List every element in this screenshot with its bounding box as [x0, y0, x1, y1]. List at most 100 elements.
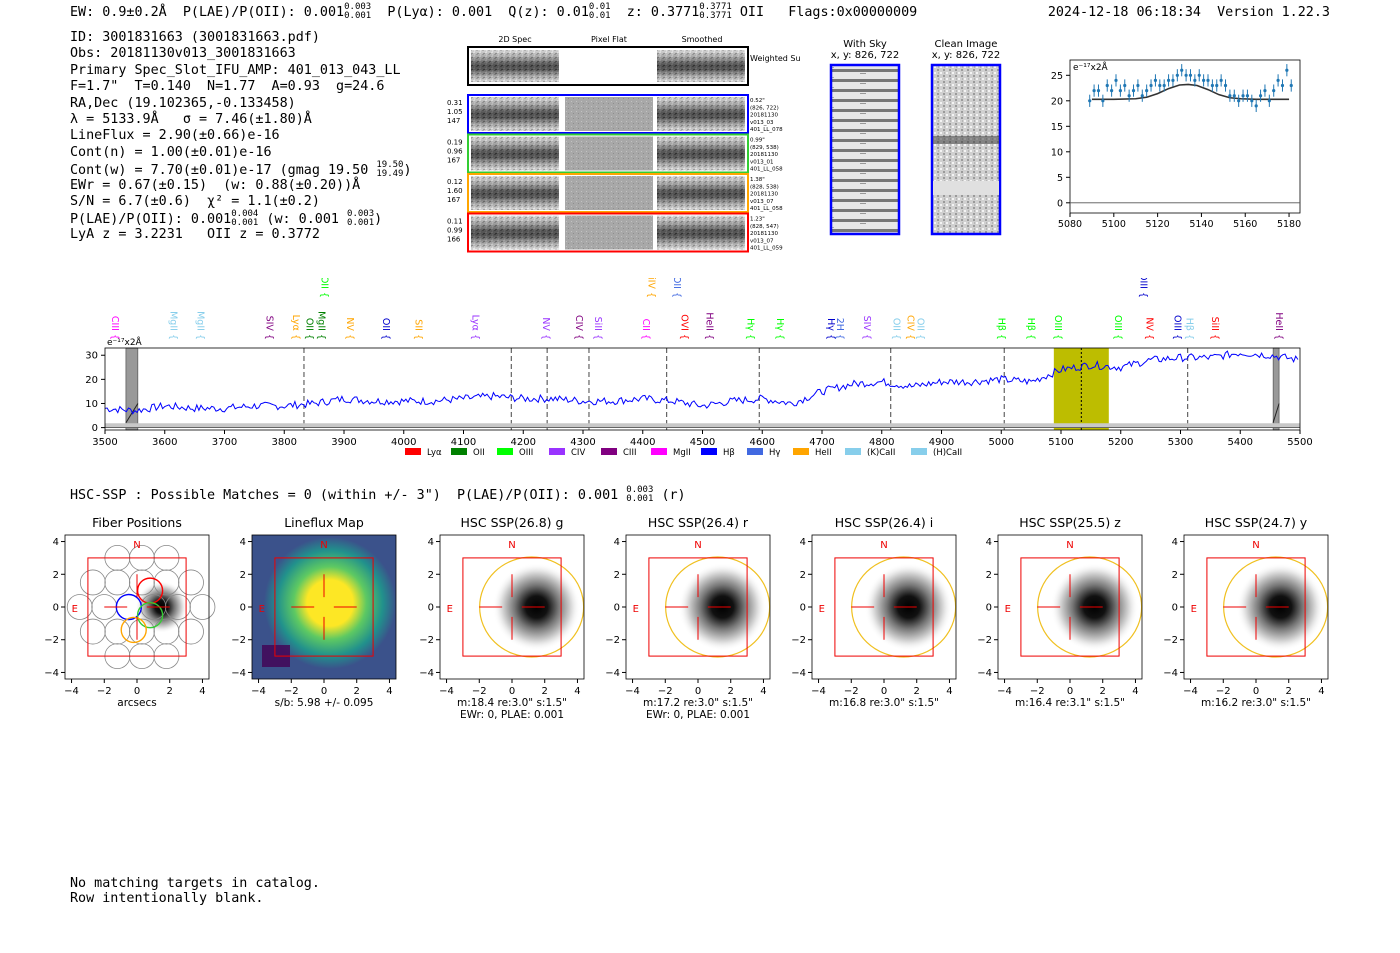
row-left-value: 167 [447, 157, 460, 165]
row-frame [467, 94, 749, 134]
zoom-point [1171, 78, 1175, 82]
legend-entry: CIII [623, 448, 636, 458]
zoom-point [1158, 83, 1162, 88]
zoom-point [1193, 78, 1197, 82]
legend-swatch [911, 448, 927, 455]
zoom-ytick-label: 20 [1051, 96, 1063, 107]
panel-subtitle: m:17.2 re:3.0" s:1.5" [643, 697, 753, 709]
panel-xtick-label: 0 [1253, 686, 1259, 697]
legend-entry: Hγ [769, 448, 780, 458]
zoom-spectrum-chart: 5080 5100 5120 5140 5160 5180 0 5 10 15 20 25 e⁻¹⁷x2… [1051, 59, 1301, 230]
panel-xtick-label: −4 [64, 686, 79, 697]
full-xtick-label: 5000 [989, 437, 1014, 448]
row-left-value: 167 [447, 196, 460, 204]
line-label: Hβ { [995, 318, 1006, 340]
legend-entry: OIII [519, 448, 533, 458]
legend-swatch [549, 448, 565, 455]
footer-line-1: No matching targets in catalog. [70, 876, 320, 891]
fiber-circle [66, 594, 93, 620]
legend-swatch [651, 448, 667, 455]
legend-swatch [497, 448, 513, 455]
full-xtick-label: 5100 [1048, 437, 1073, 448]
info-plae-w-hi: 0.003 [347, 209, 375, 220]
line-label: MgII { [315, 311, 326, 340]
row-right-value: (828, 538) [750, 184, 779, 190]
panel-ytick-label: 2 [800, 570, 806, 581]
info-line-id: ID: 3001831663 (3001831663.pdf) [70, 30, 320, 45]
panel-subtitle: m:16.4 re:3.1" s:1.5" [1015, 697, 1125, 709]
panel-xtick-label: 2 [167, 686, 173, 697]
row-right-value: 401_LL_078 [750, 127, 783, 133]
panel-subtitle-2: EWr: 0, PLAE: 0.001 [460, 709, 564, 721]
line-label: OIII { [1172, 315, 1183, 340]
row-left-value: 0.12 [447, 178, 463, 186]
row-right-value: v013_07 [750, 238, 774, 244]
panel-xtick-label: −2 [658, 686, 673, 697]
panel-xtick-label: 0 [1067, 686, 1073, 697]
full-ytick-label: 30 [85, 351, 98, 362]
panel-xtick-label: 4 [946, 686, 952, 697]
zoom-point [1166, 78, 1171, 82]
zoom-point [1202, 78, 1206, 82]
panel-ytick-label: 4 [53, 537, 59, 548]
row-left-value: 1.60 [447, 187, 463, 195]
full-xtick-label: 4600 [750, 437, 775, 448]
fiber-circle [178, 569, 204, 596]
plya-text: P(Lyα): 0.001 [387, 5, 493, 20]
row-left-value: 147 [447, 117, 460, 125]
panel-xtick-label: −2 [1030, 686, 1045, 697]
clean-title: Clean Image [935, 39, 998, 50]
legend-entry: HeII [815, 448, 832, 458]
clean-image [930, 63, 1002, 236]
panel-ytick-label: −4 [977, 668, 992, 679]
panel-ytick-label: 4 [240, 537, 246, 548]
panel-subtitle: m:18.4 re:3.0" s:1.5" [457, 697, 567, 709]
east-label: E [447, 604, 453, 615]
full-spectrum-line [104, 350, 1299, 415]
panel-ytick-label: −4 [44, 668, 59, 679]
fiber-circle [178, 618, 204, 645]
fiber-orange [120, 616, 147, 644]
north-label: N [320, 540, 327, 551]
legend-swatch [701, 448, 717, 455]
fiber-circle [153, 569, 180, 596]
fiber-circle [129, 569, 155, 596]
panel-xtick-label: 4 [574, 686, 580, 697]
panel-xtick-label: 2 [542, 686, 548, 697]
full-ylabel: e⁻¹⁷x2Å [107, 336, 143, 348]
zoom-ytick-label: 15 [1051, 122, 1063, 133]
line-label: NV { [1143, 317, 1154, 340]
qz-hi: 0.01 [588, 2, 611, 12]
zoom-point [1127, 94, 1131, 98]
panel-title: Lineflux Map [284, 515, 364, 530]
row-right-value: 0.99" [750, 138, 765, 144]
row-pixel-flat [565, 136, 653, 171]
north-label: N [1066, 540, 1073, 551]
panel-ytick-label: −4 [419, 668, 434, 679]
row-right-value: 20181130 [750, 113, 778, 119]
east-label: E [72, 604, 78, 615]
legend-swatch [405, 448, 421, 455]
with-sky-image [829, 63, 901, 236]
zoom-point [1285, 68, 1289, 72]
zoom-point [1110, 89, 1114, 93]
full-gray-band [125, 347, 139, 431]
line-label: OIII { [1112, 315, 1123, 340]
legend-swatch [747, 448, 763, 455]
full-xtick-label: 5200 [1108, 437, 1133, 448]
zoom-point [1088, 99, 1092, 103]
zoom-point [1223, 83, 1228, 88]
legend-entry: (K)CaII [867, 448, 895, 458]
qz-text: Q(z): 0.01 [508, 5, 589, 20]
east-label: E [1191, 604, 1197, 615]
zoom-point [1237, 99, 1241, 103]
info-line-params: F=1.7" T=0.140 N=1.77 A=0.93 g=24.6 [70, 79, 385, 95]
line-label: MgII { [168, 311, 179, 340]
panel-subtitle: m:16.8 re:3.0" s:1.5" [829, 697, 939, 709]
z-hi: 0.3771 [699, 2, 732, 12]
panel-title: HSC SSP(25.5) z [1019, 515, 1121, 530]
detection-info: ID: 3001831663 (3001831663.pdf) Obs: 201… [70, 30, 412, 243]
zoom-point [1145, 89, 1149, 93]
zoom-xtick-label: 5080 [1058, 219, 1082, 230]
row-right-value: 401_LL_059 [750, 246, 783, 252]
